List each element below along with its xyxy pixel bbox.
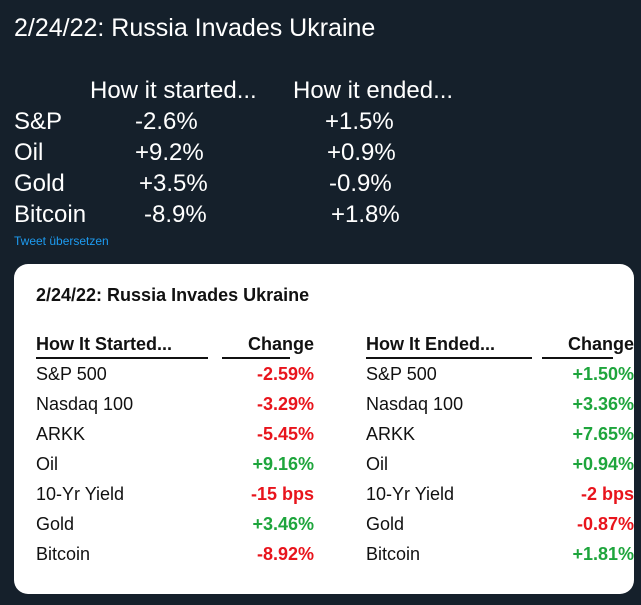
table-row-change: -8.92%	[256, 544, 314, 564]
tweet-row-label: Bitcoin	[14, 201, 87, 228]
table-row-label: Bitcoin	[366, 544, 421, 564]
table-row-label: 10-Yr Yield	[366, 484, 455, 504]
tweet-row-label: Oil	[14, 139, 44, 166]
table-header-label: How It Ended...	[366, 334, 495, 354]
tweet-row-started: -2.6%	[135, 108, 198, 135]
tweet-row-ended: +0.9%	[327, 139, 396, 166]
header-underline	[222, 357, 290, 359]
table-row-label: Oil	[366, 454, 388, 474]
tweet-row-ended: +1.5%	[325, 108, 394, 135]
table-row-label: Oil	[36, 454, 58, 474]
tweet-header-started: How it started...	[90, 77, 257, 104]
table-row-change: +3.36%	[572, 394, 634, 414]
table-row-change: -15 bps	[250, 484, 314, 504]
table-row-change: +1.81%	[572, 544, 634, 564]
table-row-change: -2 bps	[580, 484, 634, 504]
table-row-label: Nasdaq 100	[366, 394, 464, 414]
table-row-label: Bitcoin	[36, 544, 91, 564]
tweet-row-started: -8.9%	[144, 201, 207, 228]
table-row-label: Gold	[36, 514, 75, 534]
table-row-change: +3.46%	[252, 514, 314, 534]
tweet-row-started: +3.5%	[139, 170, 208, 197]
table-row-label: Gold	[366, 514, 405, 534]
table-header-label: How It Started...	[36, 334, 173, 354]
table-row-change: +1.50%	[572, 364, 634, 384]
table-row-label: ARKK	[36, 424, 86, 444]
table-row-change: -2.59%	[256, 364, 314, 384]
tweet-row-started: +9.2%	[135, 139, 204, 166]
tweet-row-label: S&P	[14, 108, 63, 135]
card-title: 2/24/22: Russia Invades Ukraine	[36, 285, 310, 305]
table-row-change: +0.94%	[572, 454, 634, 474]
table-row-label: S&P 500	[36, 364, 107, 384]
table-header-change: Change	[567, 334, 634, 354]
table-row-change: -0.87%	[576, 514, 634, 534]
table-row-change: +9.16%	[252, 454, 314, 474]
table-row-change: +7.65%	[572, 424, 634, 444]
tweet-row-label: Gold	[14, 170, 65, 197]
table-row-label: ARKK	[366, 424, 416, 444]
tweet-title: 2/24/22: Russia Invades Ukraine	[14, 14, 376, 42]
tweet-row-ended: +1.8%	[331, 201, 400, 228]
header-underline	[36, 357, 208, 359]
header-underline	[366, 357, 532, 359]
tweet-row-ended: -0.9%	[329, 170, 392, 197]
table-row-change: -3.29%	[256, 394, 314, 414]
table-row-label: 10-Yr Yield	[36, 484, 125, 504]
table-header-change: Change	[247, 334, 314, 354]
header-underline	[542, 357, 613, 359]
table-row-label: Nasdaq 100	[36, 394, 134, 414]
table-row-label: S&P 500	[366, 364, 437, 384]
tweet-header-ended: How it ended...	[293, 77, 454, 104]
translate-tweet-link[interactable]: Tweet übersetzen	[14, 234, 109, 248]
tweet-image-card[interactable]: 2/24/22: Russia Invades Ukraine How It S…	[14, 264, 634, 594]
table-row-change: -5.45%	[256, 424, 314, 444]
